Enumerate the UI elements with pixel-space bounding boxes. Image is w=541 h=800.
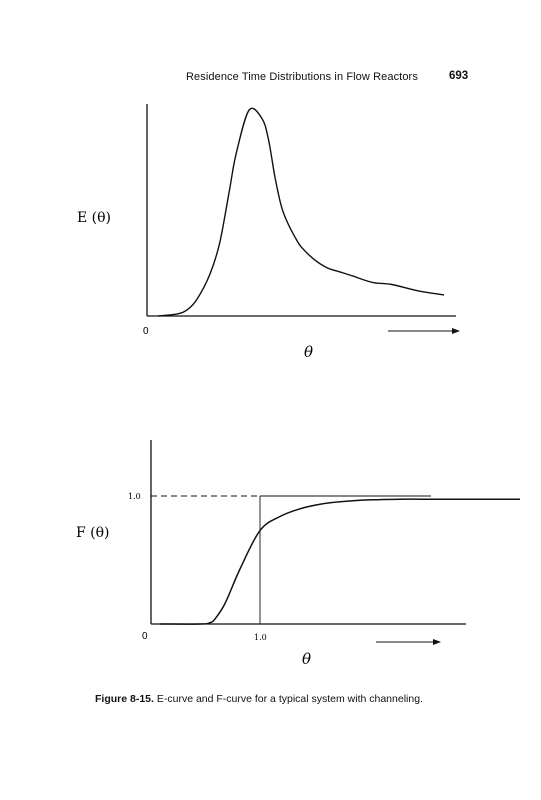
e-origin-label: 0 <box>143 326 149 337</box>
e-curve-line <box>157 107 445 317</box>
f-y-axis-label: F (θ) <box>76 525 110 541</box>
f-x-axis-label: θ <box>302 650 311 668</box>
e-x-axis-label: θ <box>304 343 313 361</box>
e-y-axis-label: E (θ) <box>77 210 111 226</box>
f-curve-plot: 1.0 1.0 F (θ) 0 θ <box>76 440 520 668</box>
figure-8-15: E (θ) 0 θ 1.0 1.0 F (θ) 0 θ <box>76 104 520 668</box>
f-x-tick-label: 1.0 <box>254 633 267 642</box>
figure-caption: Figure 8-15. E-curve and F-curve for a t… <box>95 693 423 705</box>
running-header: Residence Time Distributions in Flow Rea… <box>186 71 418 83</box>
page-number: 693 <box>449 70 469 82</box>
e-curve-plot: E (θ) 0 θ <box>77 104 460 361</box>
figure-caption-label: Figure 8-15. <box>95 693 154 705</box>
f-y-tick-label: 1.0 <box>128 492 141 501</box>
figure-caption-text: E-curve and F-curve for a typical system… <box>153 693 423 705</box>
f-origin-label: 0 <box>142 631 148 642</box>
f-curve-line <box>159 498 520 625</box>
